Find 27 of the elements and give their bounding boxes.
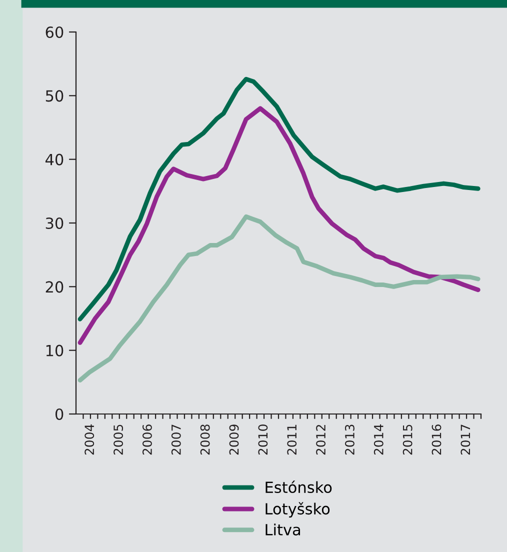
x-tick-label: 2008 — [200, 424, 210, 455]
legend-label: Lotyšsko — [266, 502, 330, 518]
x-tick-label: 2015 — [402, 424, 412, 455]
y-tick-label: 50 — [46, 90, 64, 102]
legend-label: Litva — [266, 524, 300, 536]
line-series — [78, 76, 480, 322]
y-tick-label: 60 — [46, 26, 64, 38]
legend-label: Estónsko — [266, 480, 332, 494]
x-tick-label: 2013 — [344, 424, 354, 455]
x-tick-label: 2017 — [460, 424, 470, 455]
y-tick-label: 40 — [46, 154, 64, 166]
x-tick-label: 2016 — [432, 424, 442, 455]
x-tick-label: 2011 — [287, 424, 297, 455]
x-tick-label: 2007 — [171, 424, 181, 455]
y-tick-label: 30 — [46, 217, 64, 230]
x-tick-label: 2009 — [229, 424, 239, 455]
x-tick-label: 2014 — [374, 424, 384, 455]
x-tick-label: 2004 — [84, 424, 94, 455]
line-series — [78, 106, 480, 345]
line-series — [78, 214, 480, 382]
x-tick-label: 2006 — [142, 424, 152, 455]
x-tick-label: 2012 — [316, 424, 326, 455]
y-tick-label: 10 — [46, 344, 64, 356]
x-tick-label: 2005 — [114, 424, 124, 455]
x-tick-label: 2010 — [258, 424, 268, 455]
y-tick-label: 0 — [55, 408, 64, 420]
y-tick-label: 20 — [46, 281, 64, 293]
